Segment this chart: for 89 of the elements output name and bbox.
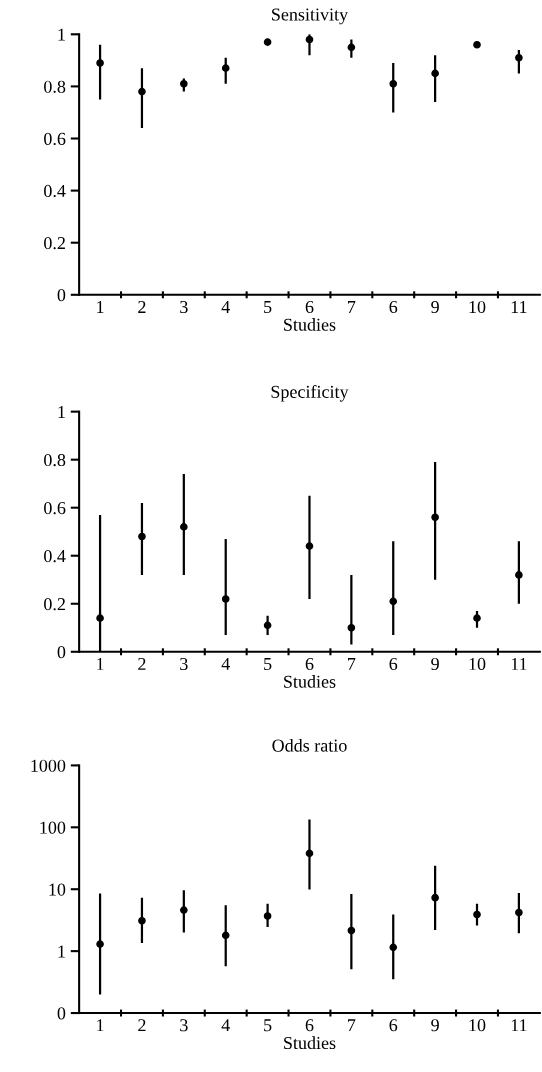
x-tick-label: 10 xyxy=(469,1019,486,1032)
point xyxy=(180,906,188,914)
x-tick-label: 6 xyxy=(389,300,398,314)
point xyxy=(138,532,146,541)
point xyxy=(221,595,230,603)
point xyxy=(431,893,439,902)
point xyxy=(221,931,230,940)
y-tick-label: 1 xyxy=(58,405,65,418)
x-tick-label: 4 xyxy=(221,301,230,313)
x-tick-label: 2 xyxy=(138,657,146,670)
x-tick-label: 11 xyxy=(511,300,527,313)
point xyxy=(389,79,398,88)
x-tick-label: 1 xyxy=(97,657,104,670)
x-tick-label: 7 xyxy=(348,1019,356,1032)
y-tick-label: 0 xyxy=(57,646,66,659)
point xyxy=(96,59,104,67)
y-tick-label: 0 xyxy=(57,289,66,302)
x-tick-label: 3 xyxy=(180,1019,188,1032)
point xyxy=(473,614,481,622)
point xyxy=(389,943,398,952)
x-tick-label: 9 xyxy=(431,300,439,314)
point xyxy=(431,513,439,522)
y-tick-label: 100 xyxy=(40,821,66,834)
point xyxy=(96,614,104,622)
x-tick-label: 10 xyxy=(469,300,486,314)
x-tick-label: 6 xyxy=(389,657,398,671)
point xyxy=(515,908,523,917)
y-tick-label: 1 xyxy=(58,945,65,958)
point xyxy=(515,571,523,579)
point xyxy=(473,40,481,49)
point xyxy=(138,916,146,925)
x-tick-label: 9 xyxy=(431,1019,439,1032)
x-tick-label: 11 xyxy=(511,657,527,670)
y-tick-label: 0.2 xyxy=(44,236,65,250)
point xyxy=(347,926,356,935)
point xyxy=(431,69,439,78)
y-tick-label: 0.4 xyxy=(44,184,66,198)
x-tick-label: 6 xyxy=(305,1019,314,1032)
y-tick-label: 0.6 xyxy=(44,132,66,146)
chart-title: Specificity xyxy=(271,385,349,402)
y-tick-label: 1 xyxy=(58,28,65,41)
x-tick-label: 2 xyxy=(138,1019,146,1032)
x-axis-title: Studies xyxy=(284,1036,336,1050)
point xyxy=(263,912,272,920)
x-tick-label: 6 xyxy=(305,657,314,671)
x-tick-label: 5 xyxy=(264,301,272,314)
x-tick-label: 3 xyxy=(180,657,188,671)
point xyxy=(263,621,272,630)
x-axis-title: Studies xyxy=(284,675,336,688)
x-tick-label: 7 xyxy=(348,658,356,670)
point xyxy=(347,623,356,632)
x-tick-label: 1 xyxy=(97,1019,104,1032)
point xyxy=(263,38,272,46)
point xyxy=(473,910,481,919)
x-tick-label: 1 xyxy=(97,300,104,313)
x-tick-label: 4 xyxy=(221,1019,230,1032)
x-tick-label: 7 xyxy=(348,301,356,313)
y-tick-label: 0.6 xyxy=(44,501,66,515)
point xyxy=(305,849,314,858)
x-axis-title: Studies xyxy=(284,318,336,331)
chart-title: Odds ratio xyxy=(272,738,347,752)
y-tick-label: 1000 xyxy=(31,759,66,772)
y-tick-label: 0.2 xyxy=(44,598,65,611)
y-tick-label: 0 xyxy=(57,1007,66,1020)
y-tick-label: 10 xyxy=(49,883,66,896)
x-tick-label: 10 xyxy=(469,657,486,671)
y-tick-label: 0.4 xyxy=(44,549,66,563)
y-tick-label: 0.8 xyxy=(44,80,66,93)
point xyxy=(221,64,230,72)
point xyxy=(305,35,314,44)
point xyxy=(96,940,104,948)
point xyxy=(389,597,398,606)
y-tick-label: 0.8 xyxy=(44,453,66,467)
x-tick-label: 3 xyxy=(180,300,188,314)
x-tick-label: 9 xyxy=(431,657,439,671)
x-tick-label: 11 xyxy=(511,1019,527,1032)
point xyxy=(138,87,146,96)
x-tick-label: 6 xyxy=(389,1019,398,1032)
point xyxy=(347,43,356,52)
point xyxy=(515,53,523,62)
x-tick-label: 5 xyxy=(264,1019,272,1032)
x-tick-label: 4 xyxy=(221,657,230,670)
chart-title: Sensitivity xyxy=(272,8,349,25)
point xyxy=(305,542,314,550)
x-tick-label: 5 xyxy=(264,658,272,671)
x-tick-label: 2 xyxy=(138,300,146,313)
x-tick-label: 6 xyxy=(305,300,314,314)
point xyxy=(180,79,188,88)
point xyxy=(180,523,188,531)
